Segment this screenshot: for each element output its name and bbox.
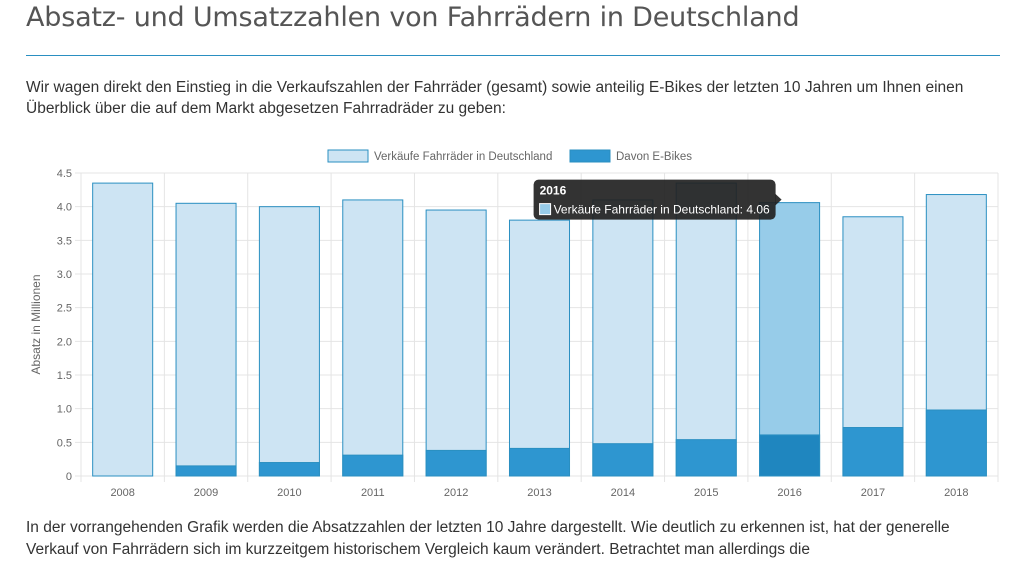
x-tick-label: 2010 [277, 487, 301, 499]
x-tick-label: 2009 [194, 487, 218, 499]
chart-legend: Verkäufe Fahrräder in Deutschland Davon … [327, 149, 692, 163]
x-tick-label: 2018 [944, 487, 968, 499]
tooltip-box [533, 179, 776, 220]
x-tick-label: 2015 [694, 487, 718, 499]
tooltip-caret [775, 193, 782, 206]
y-tick-label: 0 [66, 471, 72, 483]
x-tick-label: 2016 [777, 487, 801, 499]
page-title: Absatz- und Umsatzzahlen von Fahrrädern … [26, 2, 800, 33]
y-tick-label: 0.5 [57, 437, 72, 449]
x-tick-label: 2017 [861, 487, 885, 499]
bar-ebikes-2011[interactable] [342, 454, 404, 477]
chart-bars [92, 182, 987, 477]
legend-item-total[interactable]: Verkäufe Fahrräder in Deutschland [327, 149, 552, 163]
x-axis-ticks: 2008 2009 2010 2011 2012 2013 2014 2015 2016 2017… [110, 487, 968, 499]
bar-total-2013[interactable] [508, 219, 571, 477]
bar-total-2012[interactable] [425, 209, 487, 477]
bar-ebikes-2016[interactable] [759, 434, 821, 477]
y-tick-label: 1.0 [57, 404, 72, 416]
bar-ebikes-2010[interactable] [258, 462, 320, 477]
y-tick-label: 4.0 [57, 202, 72, 214]
bar-ebikes-2015[interactable] [675, 439, 737, 477]
bar-ebikes-2014[interactable] [592, 443, 654, 477]
tooltip-title: 2016 [540, 184, 567, 198]
bar-total-2015[interactable] [675, 182, 737, 477]
x-tick-label: 2011 [361, 487, 385, 499]
legend-label-ebikes: Davon E-Bikes [616, 151, 692, 163]
x-tick-label: 2013 [527, 487, 551, 499]
y-tick-label: 2.0 [57, 336, 72, 348]
bar-ebikes-2018[interactable] [925, 409, 987, 477]
y-tick-label: 4.5 [57, 168, 72, 180]
tooltip-swatch [539, 203, 552, 216]
tooltip-label: Verkäufe Fahrräder in Deutschland: 4.06 [554, 203, 770, 217]
y-tick-label: 1.5 [57, 370, 72, 382]
bar-chart[interactable]: Verkäufe Fahrräder in Deutschland Davon … [0, 140, 1024, 510]
bar-ebikes-2013[interactable] [508, 447, 571, 477]
bar-ebikes-2017[interactable] [842, 427, 904, 477]
title-divider [26, 55, 1000, 56]
y-tick-label: 2.5 [57, 303, 72, 315]
legend-swatch-total [327, 149, 369, 163]
intro-paragraph: Wir wagen direkt den Einstieg in die Ver… [26, 79, 964, 117]
bar-total-2008[interactable] [92, 182, 154, 477]
bar-ebikes-2009[interactable] [175, 465, 237, 477]
outro-paragraph: In der vorrangehenden Grafik werden die … [26, 519, 950, 558]
legend-label-total: Verkäufe Fahrräder in Deutschland [374, 151, 552, 163]
bar-total-2009[interactable] [175, 202, 237, 477]
y-axis-label: Absatz in Millionen [29, 274, 43, 374]
x-tick-label: 2014 [611, 487, 635, 499]
x-tick-label: 2012 [444, 487, 468, 499]
bar-total-2014[interactable] [592, 199, 654, 477]
bar-total-2010[interactable] [258, 206, 320, 477]
x-tick-label: 2008 [110, 487, 134, 499]
bar-ebikes-2012[interactable] [425, 449, 487, 477]
chart-tooltip: 2016 Verkäufe Fahrräder in Deutschland: … [533, 179, 782, 220]
y-tick-label: 3.0 [57, 269, 72, 281]
legend-swatch-ebikes [569, 149, 611, 163]
legend-item-ebikes[interactable]: Davon E-Bikes [569, 149, 692, 163]
y-tick-label: 3.5 [57, 235, 72, 247]
y-axis-ticks: 0 0.5 1.0 1.5 2.0 2.5 3.0 3.5 4.0 4.5 [57, 168, 72, 483]
bar-total-2011[interactable] [342, 199, 404, 477]
